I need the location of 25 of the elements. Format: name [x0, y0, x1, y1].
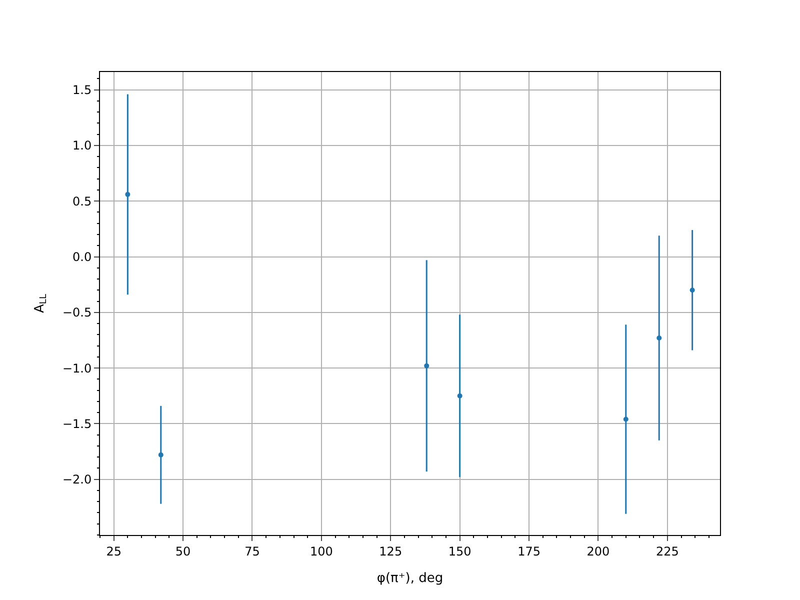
- y-tick-label: 1.5: [72, 83, 92, 98]
- y-tick-label: 0.0: [72, 250, 92, 264]
- y-tick-label: −2.0: [62, 472, 92, 487]
- x-tick-label: 25: [106, 544, 122, 558]
- x-tick-label: 175: [518, 544, 540, 558]
- point: [125, 192, 130, 197]
- x-tick-label: 200: [586, 544, 610, 558]
- x-tick-label: 125: [379, 544, 402, 558]
- point: [158, 452, 164, 458]
- x-tick-label: 150: [448, 544, 472, 558]
- point: [424, 363, 430, 368]
- x-tick-label: 100: [310, 544, 333, 558]
- x-tick-label: 50: [175, 544, 191, 558]
- y-tick-label: −1.0: [62, 361, 92, 376]
- point: [690, 288, 695, 293]
- point: [457, 393, 462, 398]
- x-tick-label: 75: [244, 544, 260, 558]
- y-tick-label: 1.0: [72, 138, 92, 153]
- x-tick-label: 225: [656, 544, 679, 558]
- y-tick-label: −1.5: [62, 416, 92, 431]
- point: [623, 416, 628, 422]
- point: [656, 336, 662, 340]
- y-tick-label: 0.5: [72, 194, 92, 208]
- y-tick-label: −0.5: [62, 306, 92, 320]
- x-axis-title: φ(π⁺), deg: [376, 571, 444, 586]
